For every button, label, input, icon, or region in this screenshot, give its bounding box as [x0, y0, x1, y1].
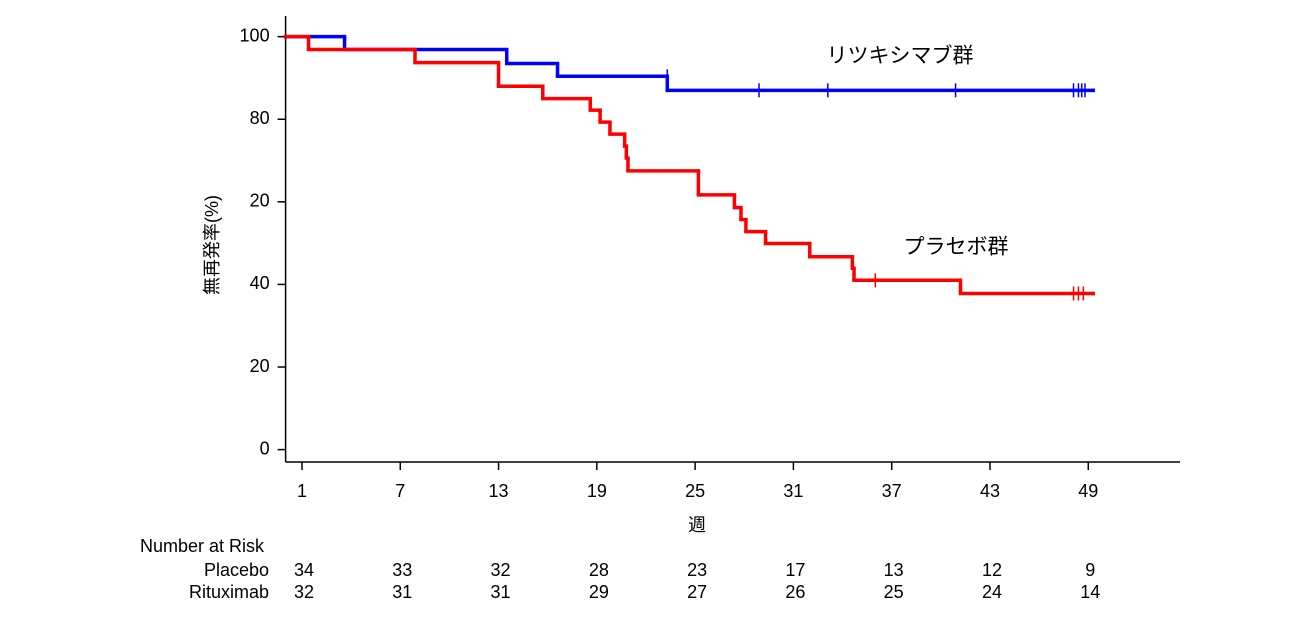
y-tick-label: 0: [260, 438, 270, 458]
series-label: リツキシマブ群: [827, 45, 974, 68]
risk-value: 33: [392, 560, 412, 580]
risk-table-title: Number at Risk: [140, 536, 265, 556]
x-tick-label: 25: [685, 481, 705, 501]
risk-value: 28: [589, 560, 609, 580]
x-tick-label: 31: [783, 481, 803, 501]
x-tick-label: 1: [297, 481, 307, 501]
y-tick-label: 20: [250, 356, 270, 376]
x-tick-label: 37: [882, 481, 902, 501]
risk-value: 31: [491, 582, 511, 602]
y-tick-label: 100: [240, 25, 270, 45]
risk-value: 13: [884, 560, 904, 580]
risk-value: 25: [884, 582, 904, 602]
risk-value: 26: [785, 582, 805, 602]
y-tick-label: 40: [250, 273, 270, 293]
series-label: プラセボ群: [904, 236, 1009, 259]
y-axis-label: 無再発率(%): [202, 195, 222, 295]
risk-value: 29: [589, 582, 609, 602]
risk-value: 9: [1085, 560, 1095, 580]
risk-value: 24: [982, 582, 1002, 602]
x-tick-label: 13: [489, 481, 509, 501]
risk-value: 32: [294, 582, 314, 602]
risk-value: 32: [491, 560, 511, 580]
risk-value: 17: [785, 560, 805, 580]
y-tick-label: 20: [250, 191, 270, 211]
risk-value: 23: [687, 560, 707, 580]
risk-row-label: Rituximab: [189, 582, 269, 602]
x-tick-label: 43: [980, 481, 1000, 501]
risk-value: 34: [294, 560, 314, 580]
x-axis-label: 週: [688, 515, 706, 535]
risk-value: 31: [392, 582, 412, 602]
risk-value: 12: [982, 560, 1002, 580]
x-tick-label: 19: [587, 481, 607, 501]
x-tick-label: 7: [395, 481, 405, 501]
risk-value: 14: [1080, 582, 1100, 602]
risk-value: 27: [687, 582, 707, 602]
y-tick-label: 80: [250, 108, 270, 128]
risk-row-label: Placebo: [204, 560, 269, 580]
x-tick-label: 49: [1078, 481, 1098, 501]
